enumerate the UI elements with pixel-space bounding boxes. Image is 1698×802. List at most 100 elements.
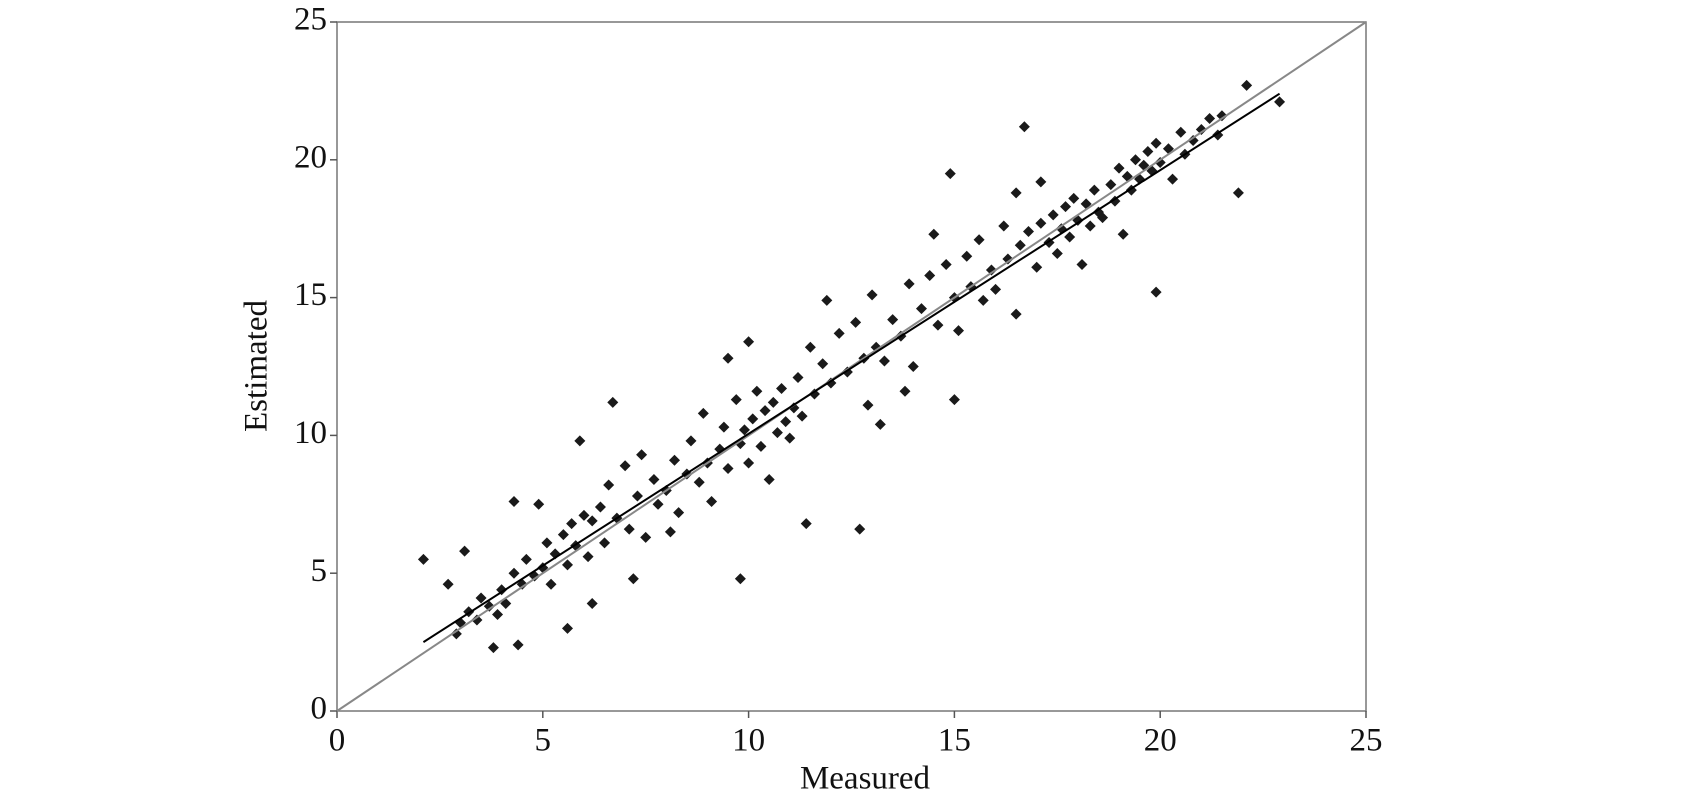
point [483, 600, 495, 612]
fit-line [422, 92, 1281, 643]
point [1274, 96, 1286, 108]
point [887, 314, 899, 326]
fit-line [336, 21, 1367, 712]
point [1051, 248, 1063, 260]
point [594, 501, 606, 513]
point [512, 639, 524, 651]
point [1002, 253, 1014, 265]
point [1022, 225, 1034, 237]
point [697, 407, 709, 419]
point [948, 394, 960, 406]
point [771, 427, 783, 439]
point [648, 473, 660, 485]
point [1167, 173, 1179, 185]
point [1014, 239, 1026, 251]
point [1150, 137, 1162, 149]
point [1084, 220, 1096, 232]
point [763, 473, 775, 485]
point [1035, 176, 1047, 188]
point [599, 537, 611, 549]
point [961, 250, 973, 262]
point [669, 454, 681, 466]
point [804, 341, 816, 353]
point [1010, 187, 1022, 199]
point [673, 507, 685, 519]
point [1195, 123, 1207, 135]
x-axis-label: Measured [800, 761, 931, 797]
point [932, 319, 944, 331]
point [459, 545, 471, 557]
point [1175, 126, 1187, 138]
point [627, 573, 639, 585]
point [475, 592, 487, 604]
point [1117, 228, 1129, 240]
plot-frame [336, 21, 1367, 712]
y-tick-label: 15 [294, 277, 327, 313]
point [784, 432, 796, 444]
point [1068, 192, 1080, 204]
x-tick-label: 25 [1350, 723, 1383, 759]
point [541, 537, 553, 549]
point [743, 457, 755, 469]
point [850, 316, 862, 328]
point [817, 358, 829, 370]
point [487, 642, 499, 654]
point [899, 385, 911, 397]
point [792, 372, 804, 384]
point [854, 523, 866, 535]
point [1010, 308, 1022, 320]
point [636, 449, 648, 461]
point [533, 498, 545, 510]
point [730, 394, 742, 406]
point [977, 294, 989, 306]
point [915, 303, 927, 315]
point [866, 289, 878, 301]
point [586, 515, 598, 527]
y-tick-label: 5 [311, 553, 328, 589]
point [1216, 110, 1228, 122]
y-tick-label: 25 [294, 2, 327, 38]
point [759, 405, 771, 417]
point [755, 440, 767, 452]
point [508, 496, 520, 508]
point [1232, 187, 1244, 199]
point [1031, 261, 1043, 273]
point [722, 352, 734, 364]
x-tick-label: 20 [1144, 723, 1177, 759]
point [1241, 79, 1253, 91]
point [685, 435, 697, 447]
point [1150, 286, 1162, 298]
point [780, 416, 792, 428]
point [442, 578, 454, 590]
x-tick-label: 5 [535, 723, 552, 759]
point [520, 553, 532, 565]
point [903, 278, 915, 290]
point [1047, 209, 1059, 221]
point [1076, 259, 1088, 271]
point [578, 509, 590, 521]
point [1060, 201, 1072, 213]
point [743, 336, 755, 348]
x-tick-label: 15 [938, 723, 971, 759]
point [1113, 162, 1125, 174]
x-tick-label: 10 [732, 723, 765, 759]
point [998, 220, 1010, 232]
point [471, 614, 483, 626]
point [1187, 135, 1199, 147]
point [631, 490, 643, 502]
point [619, 460, 631, 472]
point [561, 559, 573, 571]
point [652, 498, 664, 510]
point [944, 168, 956, 180]
point [1064, 231, 1076, 243]
point [776, 383, 788, 395]
point [796, 410, 808, 422]
point [603, 479, 615, 491]
point [557, 529, 569, 541]
point [1088, 184, 1100, 196]
point [586, 598, 598, 610]
point [566, 518, 578, 530]
point [1035, 217, 1047, 229]
point [985, 264, 997, 276]
